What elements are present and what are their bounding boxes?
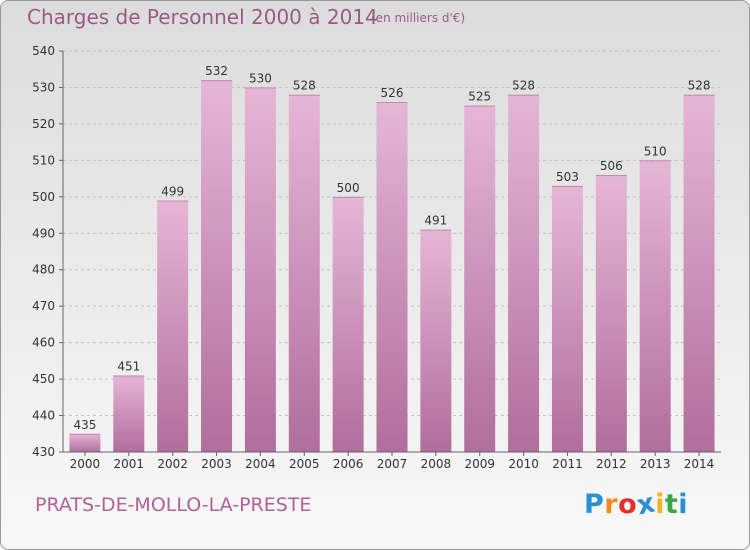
value-label-2000: 435 [73,418,96,432]
bar-2002 [157,200,189,452]
bar-2012 [595,174,627,453]
x-tick-label-2007: 2007 [377,457,408,471]
value-label-2001: 451 [117,359,140,373]
logo-letter: i [678,489,689,520]
bar-2006 [332,196,364,452]
y-tick-label: 430 [32,445,55,459]
x-tick-label-2001: 2001 [114,457,145,471]
bar-2004 [244,87,276,453]
proxiti-logo: Proxiti [584,487,689,521]
y-tick-label: 490 [32,226,55,240]
x-tick-label-2004: 2004 [245,457,276,471]
x-tick-label-2013: 2013 [640,457,671,471]
y-tick-label: 470 [32,299,55,313]
value-label-2004: 530 [249,71,272,85]
bar-2003 [201,80,233,452]
chart-title: Charges de Personnel 2000 à 2014 [27,5,378,29]
value-label-2002: 499 [161,184,184,198]
bar-2005 [288,94,320,452]
y-tick-label: 510 [32,153,55,167]
value-label-2014: 528 [688,79,711,93]
y-tick-label: 530 [32,80,55,94]
bar-2009 [464,105,496,452]
bar-2010 [508,94,540,452]
logo-letter: r [604,489,619,520]
bar-2001 [113,375,145,452]
value-label-2009: 525 [468,90,491,104]
x-tick-label-2012: 2012 [596,457,627,471]
y-tick-label: 520 [32,117,55,131]
y-tick-label: 500 [32,190,55,204]
logo-letter: o [618,489,638,520]
x-tick-label-2008: 2008 [421,457,452,471]
commune-name: PRATS-DE-MOLLO-LA-PRESTE [35,494,312,516]
bar-2007 [376,102,408,452]
x-tick-label-2006: 2006 [333,457,364,471]
x-tick-label-2014: 2014 [684,457,715,471]
value-label-2010: 528 [512,79,535,93]
bar-2013 [639,160,671,452]
y-tick-label: 440 [32,409,55,423]
bar-2000 [69,433,101,452]
y-tick-label: 480 [32,263,55,277]
x-tick-label-2003: 2003 [201,457,232,471]
value-label-2005: 528 [293,79,316,93]
y-tick-label: 540 [32,44,55,58]
x-tick-label-2010: 2010 [508,457,539,471]
value-label-2012: 506 [600,159,623,173]
value-label-2003: 532 [205,64,228,78]
bar-2008 [420,229,452,452]
y-tick-label: 460 [32,336,55,350]
logo-letter: t [664,489,679,520]
value-label-2007: 526 [381,86,404,100]
value-label-2013: 510 [644,144,667,158]
x-tick-label-2002: 2002 [157,457,188,471]
bar-2014 [683,94,715,452]
bar-2011 [551,185,583,452]
x-tick-label-2005: 2005 [289,457,320,471]
x-tick-label-2000: 2000 [70,457,101,471]
chart-unit-note: (en milliers d'€) [371,11,466,25]
value-label-2008: 491 [424,214,447,228]
logo-letter: i [655,489,665,520]
x-tick-label-2011: 2011 [552,457,583,471]
y-tick-label: 450 [32,372,55,386]
value-label-2006: 500 [337,181,360,195]
x-tick-label-2009: 2009 [464,457,495,471]
value-label-2011: 503 [556,170,579,184]
logo-letter: P [584,489,605,520]
